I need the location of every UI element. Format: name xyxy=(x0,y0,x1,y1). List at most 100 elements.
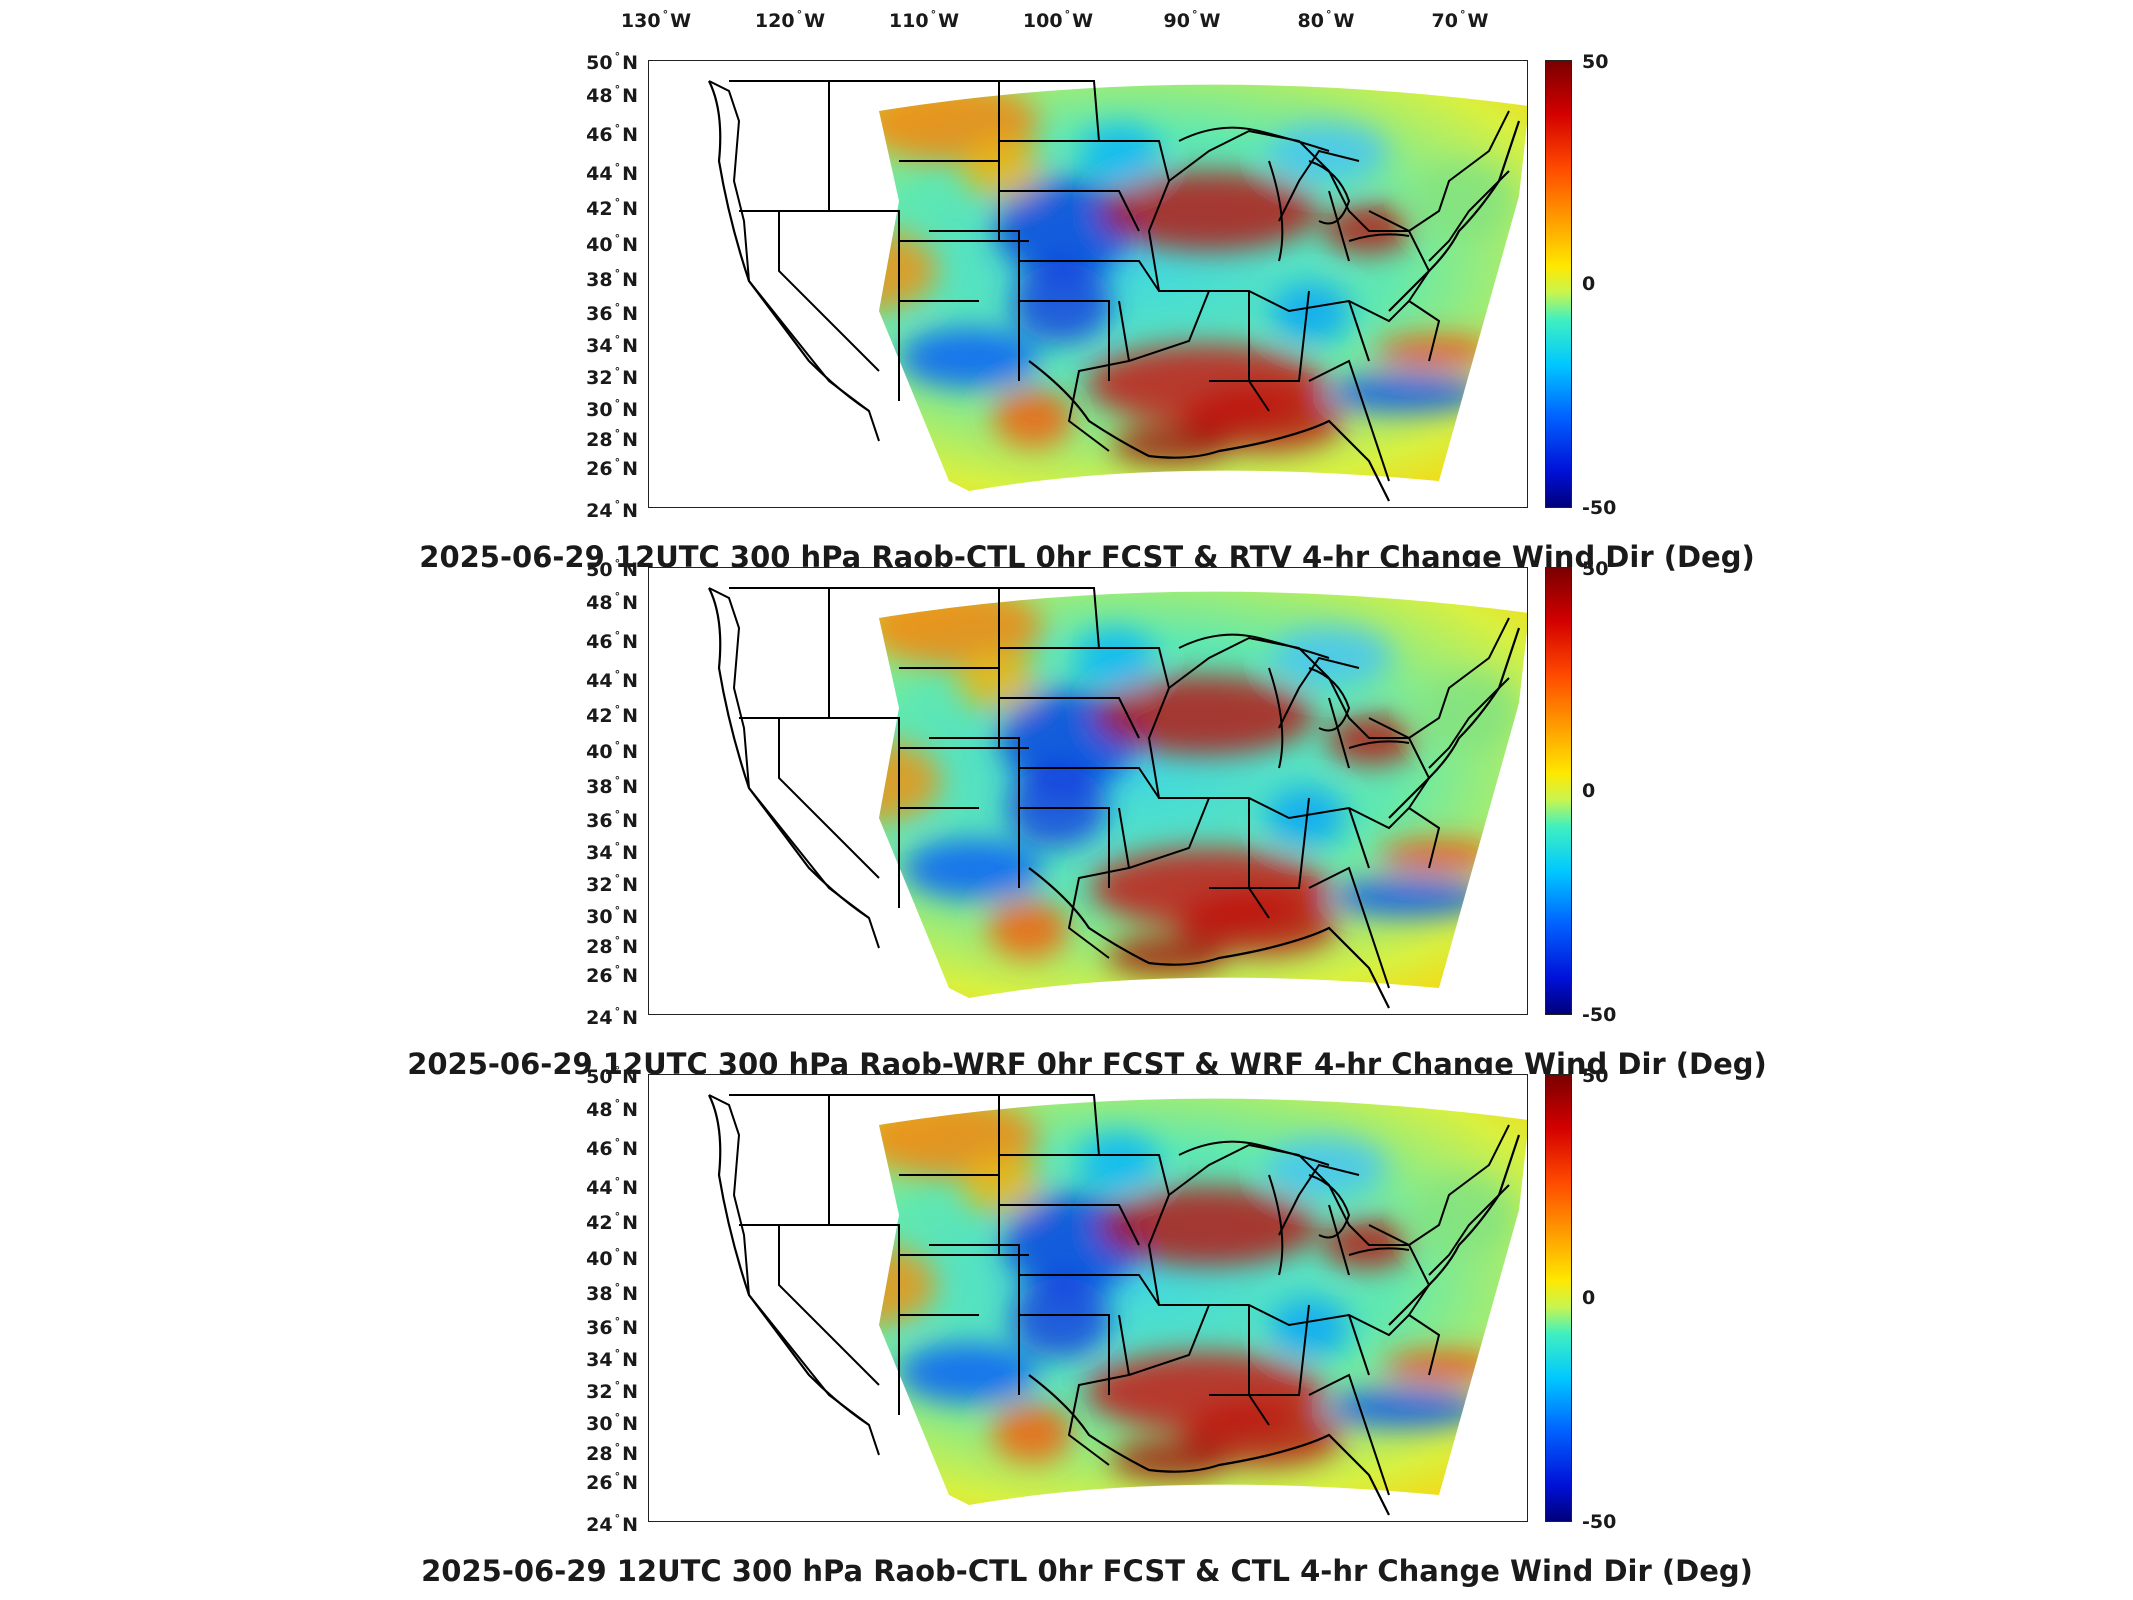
lat-label: 48 ° N xyxy=(586,590,638,614)
colorbar-min-label: -50 xyxy=(1582,1004,1617,1026)
lat-label: 32 ° N xyxy=(586,872,638,896)
field-blob xyxy=(1079,1132,1159,1192)
lat-label: 32 ° N xyxy=(586,1379,638,1403)
lat-label: 36 ° N xyxy=(586,808,638,832)
lat-label: 24 ° N xyxy=(586,1005,638,1029)
lat-label: 44 ° N xyxy=(586,1175,638,1199)
map-panel-1: 50 ° N 48 ° N 46 ° N 44 ° N 42 ° N 40 ° N 38 ° N 36 ° N 34 ° N 32 ° N… xyxy=(0,50,2133,574)
lat-label: 40 ° N xyxy=(586,232,638,256)
wind-direction-map xyxy=(708,1094,1527,1516)
data-domain xyxy=(879,1098,1527,1506)
lon-label-110w: 110 ° W xyxy=(888,8,960,32)
colorbar xyxy=(1545,567,1572,1015)
lat-label: 36 ° N xyxy=(586,1315,638,1339)
lon-label-120w: 120 ° W xyxy=(754,8,826,32)
wind-direction-map xyxy=(708,80,1527,502)
field-blob xyxy=(879,230,937,310)
lat-label: 38 ° N xyxy=(586,267,638,291)
wind-direction-map xyxy=(708,587,1527,1009)
lat-label: 40 ° N xyxy=(586,739,638,763)
field-blob xyxy=(898,1343,1038,1403)
field-blob xyxy=(1099,1186,1319,1266)
lat-label: 50 ° N xyxy=(586,557,638,581)
field-blob xyxy=(957,650,1037,710)
colorbar-mid-label: 0 xyxy=(1582,780,1596,802)
colorbar xyxy=(1545,60,1572,508)
field-blob xyxy=(1331,877,1491,917)
field-blob xyxy=(1326,1388,1486,1428)
lat-label: 28 ° N xyxy=(586,934,638,958)
lat-label: 30 ° N xyxy=(586,397,638,421)
lon-label-80w: 80 ° W xyxy=(1297,8,1355,32)
field-blob xyxy=(961,1154,1041,1214)
great-lakes xyxy=(1178,633,1410,769)
field-blob xyxy=(1327,715,1417,765)
great-lakes xyxy=(1178,1140,1410,1276)
lat-label: 48 ° N xyxy=(586,83,638,107)
field-blob xyxy=(1100,171,1320,251)
field-blob xyxy=(899,328,1039,388)
lat-label: 30 ° N xyxy=(586,904,638,928)
field-blob xyxy=(1327,373,1487,413)
field-blob xyxy=(1012,263,1112,343)
lat-label: 24 ° N xyxy=(586,498,638,522)
field-blob xyxy=(992,1403,1072,1463)
field-blob xyxy=(1415,1175,1515,1255)
lon-label-130w: 130 ° W xyxy=(620,8,692,32)
coastline xyxy=(708,1094,1521,1516)
data-domain xyxy=(879,591,1527,999)
lat-label: 32 ° N xyxy=(586,365,638,389)
lat-label: 26 ° N xyxy=(586,963,638,987)
field-blob xyxy=(1075,628,1155,688)
map-frame xyxy=(648,60,1528,508)
lat-label: 44 ° N xyxy=(586,161,638,185)
lat-label: 26 ° N xyxy=(586,456,638,480)
lat-label: 46 ° N xyxy=(586,629,638,653)
map-panel-2: 50 ° N 48 ° N 46 ° N 44 ° N 42 ° N 40 ° N 38 ° N 36 ° N 34 ° N 32 ° N… xyxy=(0,557,2133,1081)
lat-label: 28 ° N xyxy=(586,1441,638,1465)
lat-label: 38 ° N xyxy=(586,774,638,798)
field-blob xyxy=(1383,1351,1503,1381)
lon-label-90w: 90 ° W xyxy=(1163,8,1221,32)
lat-label: 50 ° N xyxy=(586,1064,638,1088)
lat-label: 46 ° N xyxy=(586,1136,638,1160)
lon-label-100w: 100 ° W xyxy=(1022,8,1094,32)
data-domain xyxy=(879,84,1527,492)
field-blob xyxy=(993,388,1073,448)
colorbar-max-label: 50 xyxy=(1582,1065,1609,1087)
great-lakes xyxy=(1178,126,1410,262)
field-blob xyxy=(1268,122,1388,182)
map-frame xyxy=(648,1074,1528,1522)
map-panel-3: 50 ° N 48 ° N 46 ° N 44 ° N 42 ° N 40 ° N 38 ° N 36 ° N 34 ° N 32 ° N… xyxy=(0,1064,2133,1588)
lat-label: 42 ° N xyxy=(586,703,638,727)
lat-label: 34 ° N xyxy=(586,1347,638,1371)
lat-label: 28 ° N xyxy=(586,427,638,451)
field-blob xyxy=(1080,124,1160,184)
lat-label: 44 ° N xyxy=(586,668,638,692)
field-blob xyxy=(995,178,1135,278)
lat-label: 36 ° N xyxy=(586,301,638,325)
lat-label: 24 ° N xyxy=(586,1512,638,1536)
lat-label: 46 ° N xyxy=(586,122,638,146)
field-blob xyxy=(1416,160,1516,240)
field-blob xyxy=(1272,626,1392,686)
lat-label: 34 ° N xyxy=(586,840,638,864)
lat-label: 34 ° N xyxy=(586,333,638,357)
lat-label: 50 ° N xyxy=(586,50,638,74)
colorbar-mid-label: 0 xyxy=(1582,273,1596,295)
field-blob xyxy=(1375,336,1495,366)
colorbar-max-label: 50 xyxy=(1582,51,1609,73)
state-boundaries xyxy=(708,587,1510,989)
field-blob xyxy=(879,1245,936,1325)
lat-label: 40 ° N xyxy=(586,1246,638,1270)
field-blob xyxy=(1271,283,1351,343)
field-blob xyxy=(1011,1278,1111,1358)
field-blob xyxy=(1379,840,1499,870)
lat-label: 48 ° N xyxy=(586,1097,638,1121)
field-blob xyxy=(988,899,1068,959)
coastline xyxy=(708,80,1521,502)
colorbar-mid-label: 0 xyxy=(1582,1287,1596,1309)
field-blob xyxy=(1270,1298,1350,1358)
lat-label: 38 ° N xyxy=(586,1281,638,1305)
lon-label-70w: 70 ° W xyxy=(1431,8,1489,32)
